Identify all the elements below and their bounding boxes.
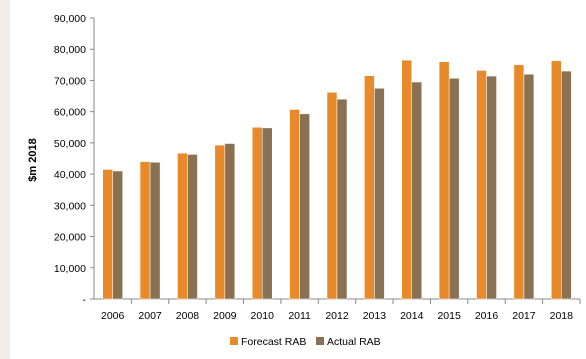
x-tick-label: 2007 [138, 310, 162, 322]
legend-swatch-actual [316, 337, 324, 345]
forecast-bar [139, 161, 151, 300]
y-tick-label: 30,000 [54, 200, 86, 212]
x-tick-label: 2010 [251, 310, 275, 322]
y-tick-label: 20,000 [54, 232, 86, 244]
y-tick-label: 10,000 [54, 263, 86, 275]
x-tick-label: 2014 [400, 310, 424, 322]
axes: - 10,000 20,000 30,000 40,000 50,000 60,000 70,… [54, 13, 581, 322]
legend-label-actual: Actual RAB [327, 336, 381, 348]
x-tick-label: 2017 [512, 310, 536, 322]
x-tick-label: 2016 [475, 310, 499, 322]
y-tick-label: 80,000 [54, 44, 86, 56]
x-tick-label: 2013 [363, 310, 387, 322]
y-tick-label: 50,000 [54, 138, 86, 150]
x-tick-label: 2006 [101, 310, 125, 322]
forecast-bar [251, 127, 263, 300]
actual-bar [187, 154, 198, 300]
forecast-bar [513, 64, 525, 300]
forecast-bar [364, 75, 375, 300]
forecast-bar [476, 70, 487, 300]
x-tick-label: 2015 [437, 310, 461, 322]
legend-swatch-forecast [230, 337, 238, 345]
actual-bar [224, 143, 236, 300]
forecast-bar [102, 169, 113, 300]
legend: Forecast RAB Actual RAB [230, 336, 381, 348]
bars [102, 59, 572, 300]
actual-bar [336, 98, 348, 300]
actual-bar [261, 127, 273, 300]
y-axis-label: $m 2018 [27, 138, 39, 181]
actual-bar [112, 170, 123, 300]
y-tick-label: 40,000 [54, 169, 86, 181]
forecast-bar [401, 59, 413, 300]
forecast-bar [289, 109, 300, 300]
x-tick-label: 2011 [288, 310, 311, 322]
actual-bar [448, 78, 460, 300]
forecast-bar [438, 61, 450, 300]
actual-bar [374, 88, 385, 300]
forecast-bar [214, 144, 226, 300]
y-tick-label: 90,000 [54, 13, 86, 25]
forecast-bar [177, 152, 188, 300]
legend-label-forecast: Forecast RAB [241, 336, 306, 348]
y-tick-label: 60,000 [54, 107, 86, 119]
actual-bar [149, 161, 161, 300]
x-tick-label: 2012 [325, 310, 349, 322]
x-tick-label: 2018 [550, 310, 574, 322]
actual-bar [486, 75, 497, 300]
forecast-bar [326, 92, 338, 300]
actual-bar [411, 81, 423, 300]
y-tick-label: 70,000 [54, 75, 86, 87]
actual-bar [299, 113, 310, 300]
y-tick-label: - [83, 294, 87, 306]
actual-bar [561, 70, 572, 300]
x-tick-label: 2008 [176, 310, 200, 322]
forecast-bar [551, 60, 562, 300]
x-tick-label: 2009 [213, 310, 237, 322]
actual-bar [523, 73, 535, 300]
